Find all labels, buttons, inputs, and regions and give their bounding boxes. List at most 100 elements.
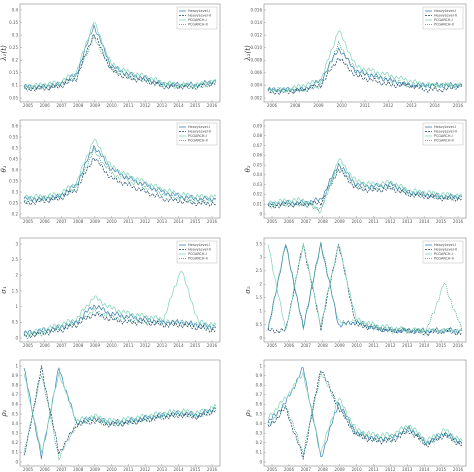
legend-entry: PCGARCH-I	[434, 134, 453, 138]
legend-box	[176, 6, 218, 30]
legend-entry: HeavyLevel-I	[188, 125, 210, 129]
y-tick-label: 0.5	[12, 145, 19, 150]
x-tick-label: 2014	[173, 467, 184, 472]
y-tick-label: 1	[259, 308, 262, 313]
x-tick-label: 2006	[284, 467, 295, 472]
x-tick-label: 2008	[73, 219, 84, 224]
series-line-2	[23, 365, 217, 456]
x-tick-label: 2016	[453, 103, 464, 108]
x-tick-label: 2007	[56, 343, 67, 348]
y-tick-label: 2	[15, 273, 18, 278]
legend-entry: HeavyLevel-II	[188, 248, 211, 252]
y-tick-label: 0.5	[256, 411, 263, 416]
series-line-4	[267, 371, 463, 456]
series-line-3	[23, 270, 217, 336]
legend-entry: HeavyLevel-II	[188, 130, 211, 134]
x-tick-label: 2009	[90, 219, 101, 224]
y-tick-label: 0	[259, 335, 262, 340]
y-tick-label: 0.3	[12, 189, 19, 194]
x-tick-label: 2011	[123, 103, 134, 108]
y-tick-label: 3	[15, 241, 18, 246]
y-tick-label: 0.04	[253, 172, 262, 177]
x-tick-label: 2008	[318, 343, 329, 348]
x-tick-label: 2013	[157, 343, 168, 348]
series-line-3	[267, 30, 463, 93]
x-tick-label: 2011	[360, 103, 371, 108]
x-tick-label: 2005	[23, 343, 34, 348]
x-tick-label: 2013	[402, 467, 413, 472]
x-tick-label: 2010	[351, 343, 362, 348]
legend-box	[422, 240, 464, 264]
x-tick-label: 2008	[73, 103, 84, 108]
x-tick-label: 2007	[56, 103, 67, 108]
series-line-2	[267, 244, 463, 337]
series-line-2	[23, 311, 217, 338]
y-tick-label: 0.08	[253, 133, 262, 138]
x-tick-label: 2009	[335, 219, 346, 224]
y-tick-label: 1.5	[12, 288, 19, 293]
y-tick-label: 0.2	[12, 440, 19, 445]
y-axis-label: θ₂	[244, 165, 252, 172]
legend-entry: HeavyLevel-I	[188, 9, 210, 13]
y-tick-label: 0.05	[9, 95, 18, 100]
x-tick-label: 2013	[402, 219, 413, 224]
x-tick-label: 2016	[453, 219, 464, 224]
y-tick-label: 0.6	[12, 402, 19, 407]
x-tick-label: 2015	[190, 219, 201, 224]
y-tick-label: 0.002	[251, 95, 263, 100]
y-tick-label: 0.09	[253, 123, 262, 128]
x-tick-label: 2014	[430, 103, 441, 108]
y-tick-label: 0.9	[12, 373, 19, 378]
y-tick-label: 0.016	[251, 7, 263, 12]
y-tick-label: 0.004	[251, 83, 263, 88]
x-tick-label: 2016	[207, 343, 218, 348]
x-tick-label: 2013	[406, 103, 417, 108]
y-tick-label: 0.45	[9, 156, 18, 161]
y-tick-label: 0	[15, 335, 18, 340]
x-tick-label: 2005	[267, 219, 278, 224]
x-tick-label: 2009	[313, 103, 324, 108]
x-tick-label: 2005	[23, 103, 34, 108]
x-tick-label: 2006	[40, 343, 51, 348]
y-tick-label: 0.8	[256, 383, 263, 388]
legend-box	[422, 122, 464, 146]
series-line-4	[267, 40, 463, 93]
legend-entry: HeavyLevel-II	[434, 248, 457, 252]
x-tick-label: 2012	[140, 103, 151, 108]
y-tick-label: 0.3	[256, 431, 263, 436]
y-tick-label: 0.2	[12, 58, 19, 63]
x-tick-label: 2007	[56, 219, 67, 224]
x-tick-label: 2008	[73, 343, 84, 348]
x-tick-label: 2014	[419, 219, 430, 224]
chart-panel-bottom-left: ρ₁ 1 0.9 0.8 0.7 0.6 0.5 0.4 0.3 0.2 0.1 0 2005 2006 2…	[0, 359, 221, 472]
x-tick-label: 2012	[140, 219, 151, 224]
x-tick-label: 2006	[284, 343, 295, 348]
x-tick-label: 2011	[123, 219, 134, 224]
x-tick-label: 2007	[56, 467, 67, 472]
series-line-4	[23, 147, 217, 205]
x-tick-label: 2013	[157, 467, 168, 472]
chart-panel-top-right: λ₂(t) 0.016 0.014 0.012 0.010 0.008 0.006 0.004…	[244, 3, 467, 108]
x-tick-label: 2005	[267, 467, 278, 472]
y-tick-label: 0.008	[251, 58, 263, 63]
legend-entry: PCGARCH-I	[188, 252, 207, 256]
legend-box	[176, 122, 218, 146]
x-tick-label: 2009	[90, 103, 101, 108]
y-axis-label: λ₂(t)	[244, 45, 252, 62]
legend-entry: HeavyLevel-I	[434, 125, 456, 129]
legend-entry: PCGARCH-II	[188, 257, 208, 261]
legend-entry: PCGARCH-I	[434, 18, 453, 22]
y-tick-label: 0.35	[9, 178, 18, 183]
legend-entry: PCGARCH-I	[188, 18, 207, 22]
y-tick-label: 0.5	[12, 320, 19, 325]
x-tick-label: 2015	[190, 103, 201, 108]
y-tick-label: 0.1	[256, 450, 263, 455]
x-tick-label: 2007	[301, 219, 312, 224]
x-tick-label: 2010	[337, 103, 348, 108]
series-line-1	[23, 145, 217, 202]
x-tick-label: 2010	[351, 467, 362, 472]
x-tick-label: 2010	[107, 219, 118, 224]
x-tick-label: 2005	[23, 467, 34, 472]
x-tick-label: 2012	[385, 467, 396, 472]
